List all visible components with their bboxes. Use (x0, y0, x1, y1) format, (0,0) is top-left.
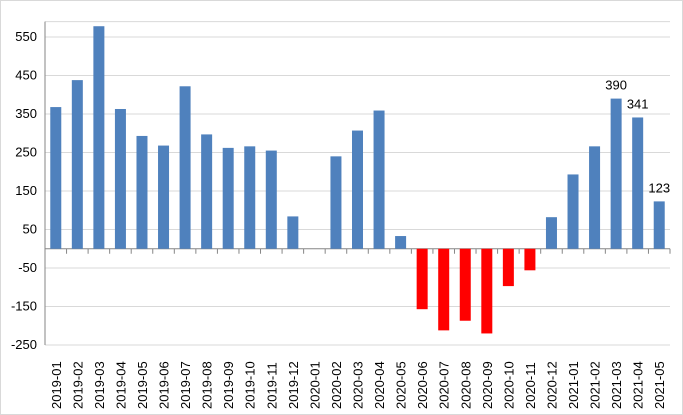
x-tick-label: 2020-10 (501, 361, 516, 409)
y-tick-label: 250 (15, 145, 37, 160)
y-tick-label: 550 (15, 29, 37, 44)
x-tick-label: 2020-03 (351, 361, 366, 409)
x-tick-label: 2019-04 (113, 361, 128, 409)
bar-2021-05 (653, 201, 665, 249)
y-tick-labels: -250 -150 -50 50 150 250 350 450 550 (11, 29, 37, 352)
bar-2020-05 (395, 236, 407, 249)
bar-2020-02 (330, 156, 342, 249)
x-tick-labels: 2019-01 2019-02 2019-03 2019-04 2019-05 2019-… (49, 361, 667, 409)
x-tick-label: 2021-05 (652, 361, 667, 409)
y-tick-label: 150 (15, 183, 37, 198)
x-tick-label: 2019-03 (92, 361, 107, 409)
data-label: 123 (648, 180, 670, 195)
bar-2019-08 (201, 134, 213, 249)
data-label: 390 (605, 78, 627, 93)
y-tick-label: 50 (23, 222, 37, 237)
bar-2019-07 (179, 86, 191, 249)
bar-2019-02 (71, 80, 83, 249)
x-tick-label: 2021-01 (566, 361, 581, 409)
x-tick-label: 2021-04 (631, 361, 646, 409)
x-tick-label: 2019-11 (264, 362, 279, 409)
x-tick-label: 2019-06 (157, 361, 172, 409)
bar-2021-01 (567, 174, 579, 249)
bar-2019-04 (114, 108, 126, 249)
y-tick-label: -50 (18, 260, 37, 275)
y-tick-label: -150 (11, 299, 37, 314)
bar-2020-04 (373, 110, 385, 249)
x-tick-label: 2019-05 (135, 361, 150, 409)
x-tick-label: 2019-08 (200, 361, 215, 409)
bar-2019-09 (222, 147, 234, 249)
x-tick-label: 2020-05 (394, 361, 409, 409)
bar-2019-01 (50, 107, 62, 249)
x-tick-label: 2020-06 (415, 361, 430, 409)
bar-2020-10 (502, 248, 514, 287)
x-tick-label: 2020-09 (480, 361, 495, 409)
x-tick-label: 2020-01 (307, 361, 322, 409)
x-tick-label: 2021-02 (588, 361, 603, 409)
bar-2020-08 (459, 248, 471, 321)
bar-2021-02 (589, 146, 601, 249)
x-tick-label: 2020-02 (329, 361, 344, 409)
bar-2019-10 (244, 146, 256, 249)
bar-2020-06 (416, 248, 428, 310)
x-tick-label: 2019-02 (70, 361, 85, 409)
bar-2019-11 (265, 150, 277, 249)
x-tick-label: 2019-10 (243, 361, 258, 409)
bar-2019-05 (136, 135, 148, 249)
bar-2019-12 (287, 216, 299, 249)
y-tick-label: -250 (11, 337, 37, 352)
bar-2019-06 (158, 145, 170, 249)
bar-2020-11 (524, 248, 536, 271)
x-tick-label: 2019-07 (178, 361, 193, 409)
x-tick-label: 2020-08 (458, 361, 473, 409)
x-tick-label: 2019-01 (49, 361, 64, 409)
data-label: 341 (627, 96, 649, 111)
x-tick-label: 2020-11 (523, 362, 538, 409)
bar-2019-03 (93, 26, 105, 249)
x-tick-label: 2020-04 (372, 361, 387, 409)
bar-2021-03 (610, 98, 622, 249)
x-tick-label: 2019-12 (286, 361, 301, 409)
bar-2020-03 (352, 130, 363, 249)
x-tick-label: 2020-12 (544, 361, 559, 409)
gridlines (45, 21, 670, 346)
x-tick-label: 2019-09 (221, 361, 236, 409)
bar-2020-12 (545, 217, 557, 249)
bar-2020-07 (438, 248, 450, 331)
bar-2021-04 (632, 117, 644, 249)
bars (50, 26, 665, 334)
x-tick-label: 2021-03 (609, 361, 624, 409)
y-tick-label: 450 (15, 68, 37, 83)
y-tick-label: 350 (15, 106, 37, 121)
x-tick-label: 2020-07 (437, 361, 452, 409)
bar-2020-09 (481, 248, 493, 334)
